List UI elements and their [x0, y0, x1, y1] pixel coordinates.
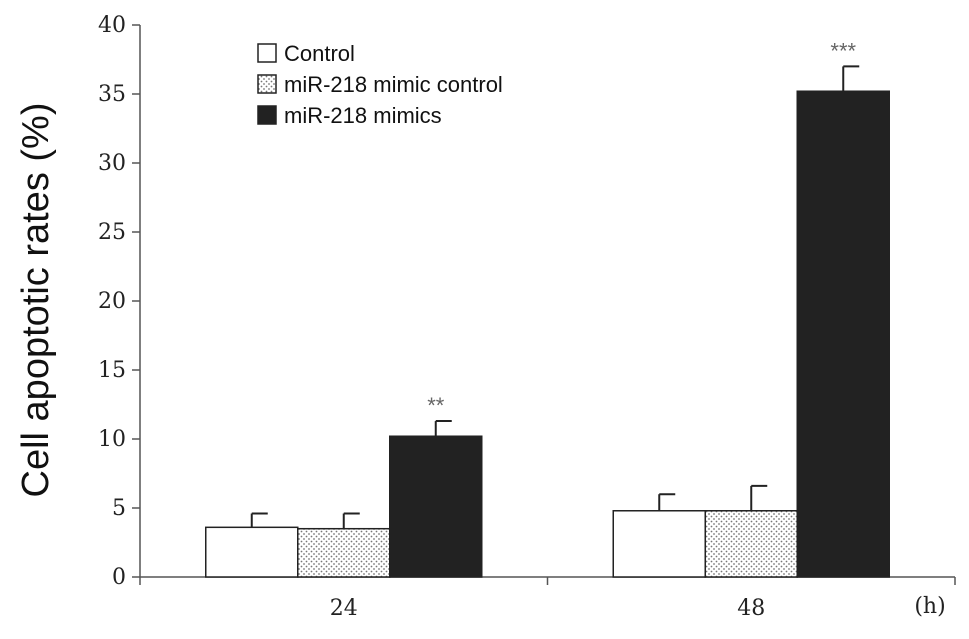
error-bars — [250, 65, 860, 529]
legend-swatch — [257, 74, 277, 94]
x-tick-label: 24 — [330, 596, 358, 621]
bar — [704, 510, 798, 578]
bar — [389, 435, 483, 578]
legend-swatch — [257, 43, 277, 63]
y-tick-label: 0 — [112, 565, 126, 590]
y-tick-label: 40 — [98, 13, 126, 38]
significance-label: ** — [427, 393, 445, 418]
significance-label: *** — [830, 38, 856, 63]
y-tick-label: 35 — [98, 82, 126, 107]
legend-label: miR-218 mimics — [284, 103, 442, 128]
y-tick-label: 20 — [98, 289, 126, 314]
significance-annotations: ***** — [427, 38, 856, 418]
y-tick-label: 10 — [98, 427, 126, 452]
legend-swatch — [257, 105, 277, 125]
y-tick-label: 25 — [98, 220, 126, 245]
bar — [796, 90, 890, 578]
legend-label: miR-218 mimic control — [284, 72, 503, 97]
bar — [205, 526, 299, 578]
y-tick-label: 30 — [98, 151, 126, 176]
bars — [205, 90, 890, 578]
y-axis-label: Cell apoptotic rates (%) — [15, 103, 57, 498]
y-axis: 0 5 10 15 20 25 30 35 40 — [98, 13, 141, 590]
x-axis: 24 48 — [139, 576, 956, 621]
x-tick-label: 48 — [737, 596, 765, 621]
y-tick-label: 5 — [112, 496, 126, 521]
x-axis-unit: (h) — [914, 594, 945, 619]
bar — [612, 510, 706, 578]
legend: Control miR-218 mimic control miR-218 mimi… — [257, 41, 503, 128]
y-tick-label: 15 — [98, 358, 126, 383]
legend-label: Control — [284, 41, 355, 66]
bar — [297, 527, 391, 578]
